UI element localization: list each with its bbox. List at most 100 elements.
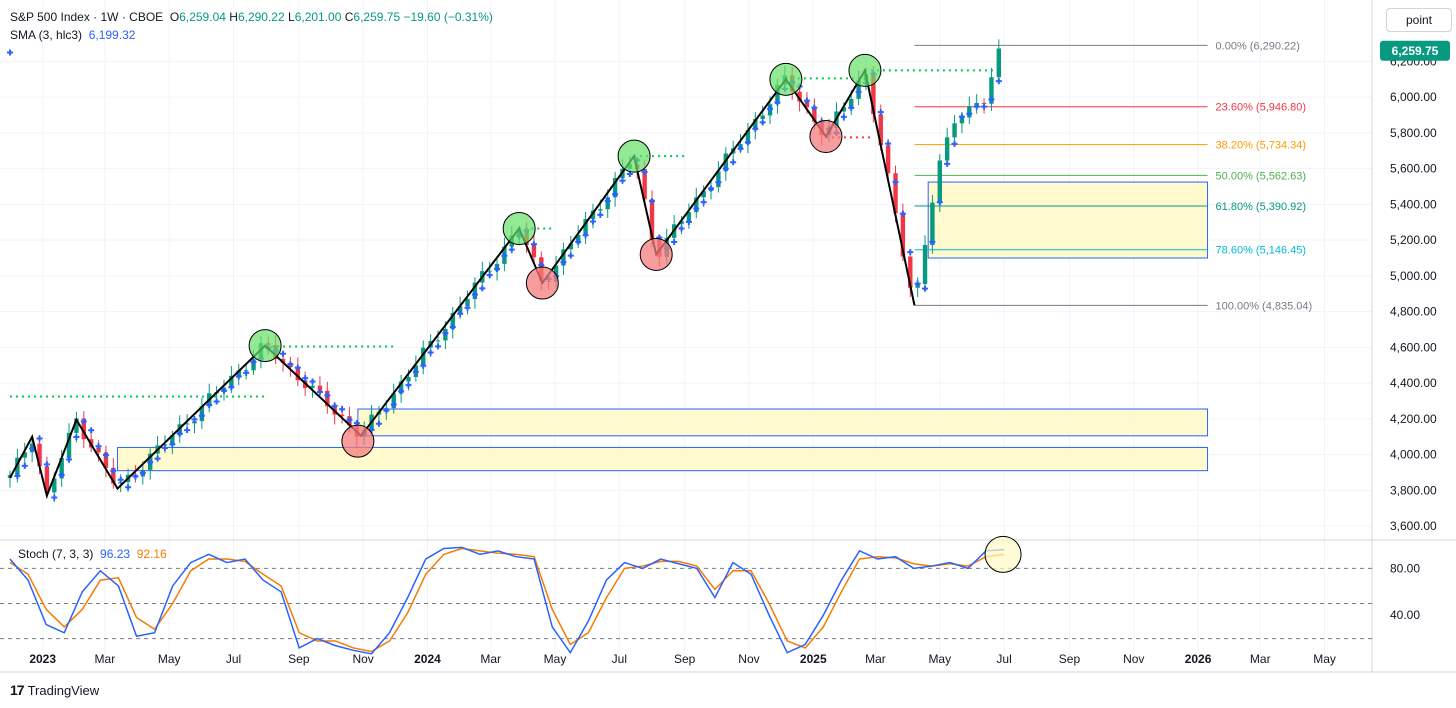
candle-body [325,390,330,407]
sma-marker [383,407,390,414]
stoch-legend[interactable]: Stoch (7, 3, 3) 96.23 92.16 [18,547,167,561]
support-zones [117,181,1209,472]
sma-marker [929,238,936,245]
sma-marker [803,97,810,104]
candle-body [959,117,965,124]
candle-body [74,418,79,433]
sma-marker [995,78,1002,85]
time-tick-label: Jul [996,652,1011,666]
candle-body [339,414,345,417]
sma-marker [914,280,921,287]
sma-marker [412,368,419,375]
candle-body [52,478,57,493]
price-tick-label: 3,800.00 [1390,483,1437,497]
candle-body [81,418,86,440]
time-tick-label: 2023 [29,652,56,666]
sma-marker [302,375,309,382]
sma-marker [966,110,973,117]
fib-level-label: 61.80% (5,390.92) [1216,201,1307,213]
sma-marker [730,159,737,166]
candle-body [229,375,234,388]
sma-marker [840,113,847,120]
sma-marker [582,232,589,239]
price-scale-unit-button[interactable]: point [1386,8,1452,32]
stoch-tick-label: 80.00 [1390,561,1420,575]
pivot-high-marker [848,53,882,87]
sma-marker [501,252,508,259]
time-tick-label: Sep [674,652,696,666]
stoch-tick-label: 40.00 [1390,608,1420,622]
price-axis[interactable]: 6,200.006,000.005,800.005,600.005,400.00… [1390,54,1437,533]
sma-marker [405,382,412,389]
sma-marker [944,160,951,167]
sma-marker [885,140,892,147]
sma-marker [479,285,486,292]
sma-value: 6,199.32 [88,28,136,42]
candle-body [849,98,854,108]
time-tick-label: Nov [1123,652,1144,666]
candle-body [723,153,728,172]
sma-marker [442,330,449,337]
sma-label: SMA (3, hlc3) [10,28,83,42]
candle-body [310,385,315,388]
candle-body [716,171,721,188]
candle-body [745,130,751,145]
sma-marker [619,177,626,184]
candle-body [598,209,603,211]
symbol-legend[interactable]: S&P 500 Index · 1W · CBOE O6,259.04 H6,2… [10,10,493,24]
candle-body [900,213,906,257]
time-tick-label: May [158,652,181,666]
pivot-low-marker [525,266,559,300]
candle-body [952,123,957,138]
sma-marker [486,272,493,279]
sma-marker [877,109,884,116]
candle-body [15,457,20,476]
candle-body [177,424,182,436]
candle-body [22,452,27,458]
sma-marker [243,369,250,376]
sma-marker [951,140,958,147]
candle-body [317,385,323,391]
low-value: 6,201.00 [294,10,342,24]
sma-marker [228,384,235,391]
candle-body [686,212,692,221]
candle-body [236,370,241,376]
candle-body [96,447,101,453]
tradingview-logo[interactable]: 17 TradingView [10,682,99,698]
sma-marker [339,406,346,413]
last-price-tag: 6,259.75 [1380,40,1450,61]
sma-marker [722,165,729,172]
close-value: 6,259.75 [353,10,401,24]
fib-level-label: 23.60% (5,946.80) [1216,102,1307,114]
time-tick-label: 2024 [414,652,441,666]
sma-marker [139,469,146,476]
sma-legend[interactable]: SMA (3, hlc3) 6,199.32 [10,28,135,42]
candle-body [944,137,950,161]
candle-body [590,210,596,220]
stoch-k-value: 96.23 [100,547,131,561]
price-tick-label: 5,000.00 [1390,269,1437,283]
sma-marker [110,467,117,474]
fib-level-label: 0.00% (6,290.22) [1216,40,1300,52]
sma-marker [206,402,213,409]
candle-body [391,393,396,409]
sma-marker [294,364,301,371]
open-label: O [169,10,180,24]
sma-marker [612,191,619,198]
candle-body [642,169,647,200]
fib-level-label: 50.00% (5,562.63) [1216,170,1307,182]
sma-marker [848,104,855,111]
candle-body [421,347,426,366]
sma-marker [250,359,257,366]
price-tick-label: 4,200.00 [1390,412,1437,426]
stoch-label: Stoch (7, 3, 3) [18,547,94,561]
candle-body [59,458,64,479]
sma-marker [117,476,124,483]
fib-level-label: 78.60% (5,146.45) [1216,245,1307,257]
candle-body [908,256,913,288]
sma-marker [508,246,515,253]
sma-marker [530,241,537,248]
sma-marker [80,418,87,425]
time-axis[interactable]: 2023 Mar May Jul Sep Nov 2024 Mar May Jul Sep Nov 20… [29,652,1336,666]
